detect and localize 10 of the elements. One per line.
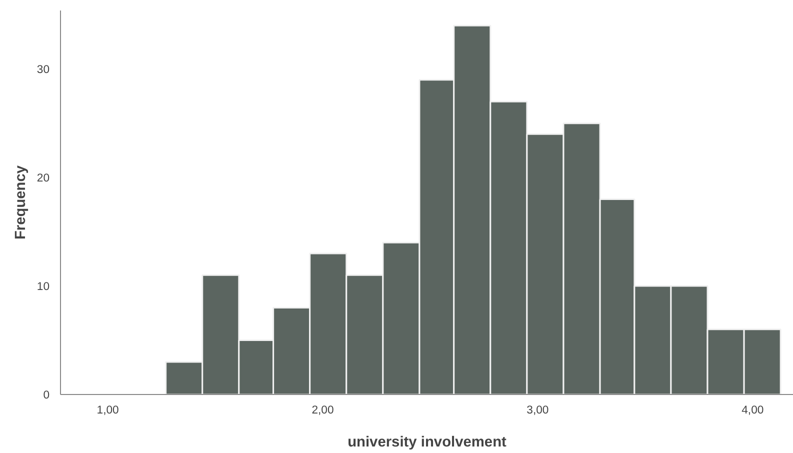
x-axis-title: university involvement: [348, 434, 507, 450]
y-axis-title: Frequency: [12, 164, 29, 240]
y-tick-label: 0: [43, 390, 50, 402]
y-tick-label: 20: [36, 172, 50, 185]
x-tick-label: 2,00: [312, 404, 334, 416]
x-tick-label: 3,00: [526, 404, 549, 416]
y-tick-label: 10: [36, 281, 50, 294]
x-tick-label: 1,00: [96, 404, 119, 416]
y-tick-label: 30: [36, 64, 50, 76]
x-tick-label: 4,00: [742, 404, 764, 416]
